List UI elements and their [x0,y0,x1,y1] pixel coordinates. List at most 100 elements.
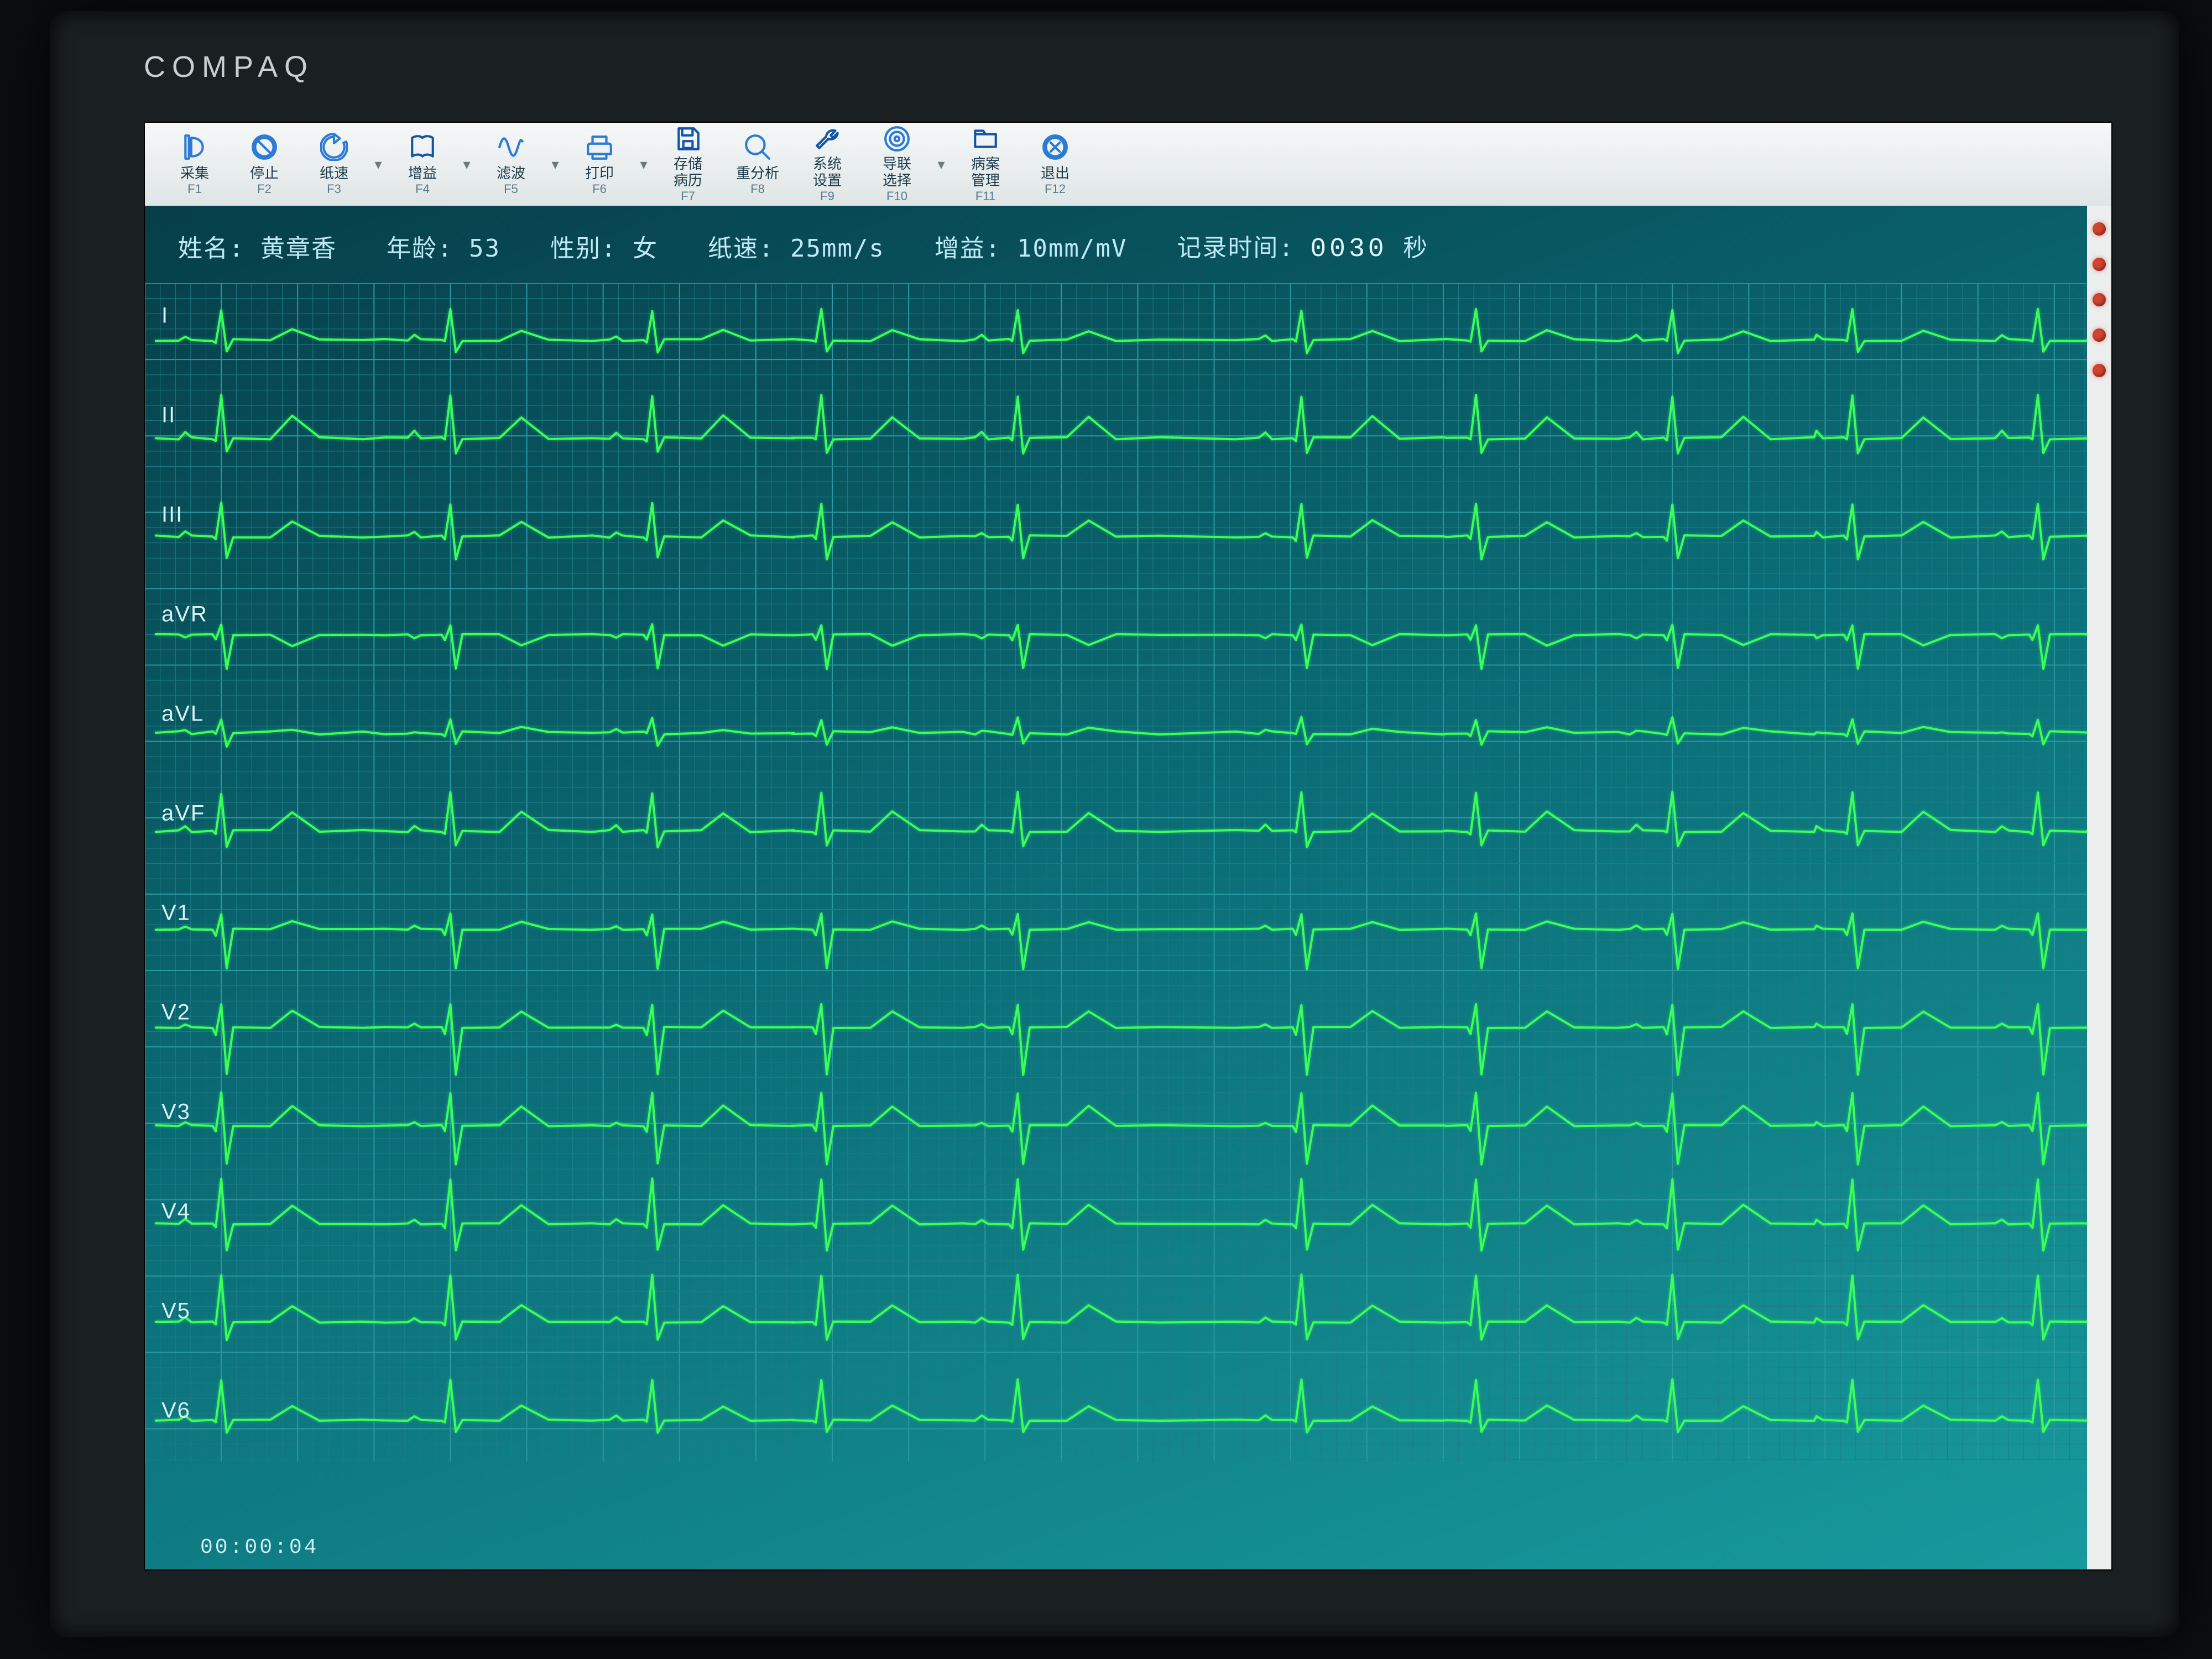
status-led [2093,328,2106,342]
speed-label: 纸速: [708,234,775,263]
ecg-trace-V5 [156,1275,2087,1340]
toolbar-label: 采集 [180,165,209,182]
ecg-trace-III [156,503,2087,560]
ecg-trace-II [156,395,2087,453]
lead-label-V3: V3 [161,1100,191,1125]
stop-icon [249,132,279,162]
wrench-icon [812,125,842,153]
sex-value: 女 [633,234,658,263]
toolbar-dropdown-caret[interactable]: ▾ [547,134,563,195]
wave-icon [496,132,526,162]
toolbar-print-button[interactable]: 打印F6 [566,131,633,197]
floppy-icon [673,125,703,153]
close-icon [1040,132,1070,162]
toolbar-save-button[interactable]: 存储病历F7 [655,131,721,197]
toolbar-label: 重分析 [736,165,779,182]
toolbar-casemgr-button[interactable]: 病案管理F11 [952,131,1019,197]
timecode: 00:00:04 [200,1536,319,1559]
toolbar-fkey: F11 [975,189,995,203]
monitor-bezel: COMPAQ 采集F1停止F2纸速F3▾增益F4▾滤波F5▾打印F6▾存储病历F… [50,11,2179,1637]
lead-label-II: II [161,403,176,428]
toolbar-leadsel-button[interactable]: 导联选择F10 [864,131,930,197]
toolbar-exit-button[interactable]: 退出F12 [1022,131,1088,197]
toolbar-label: 停止 [250,165,279,182]
magnify-icon [743,132,773,162]
lead-label-V6: V6 [161,1399,191,1423]
lead-label-I: I [161,304,169,328]
toolbar-label: 病案管理 [971,156,1000,189]
lead-label-aVF: aVF [161,801,205,826]
toolbar-acquire-button[interactable]: 采集F1 [161,131,228,197]
name-label: 姓名: [178,234,245,263]
toolbar-fkey: F9 [820,189,834,203]
ecg-trace-V3 [156,1092,2087,1164]
ecg-trace-V6 [156,1379,2087,1433]
ecg-trace-I [156,309,2087,353]
status-strip [2086,206,2111,1569]
toolbar-label: 存储病历 [674,156,702,189]
age-label: 年龄: [387,234,453,263]
main-toolbar: 采集F1停止F2纸速F3▾增益F4▾滤波F5▾打印F6▾存储病历F7重分析F8系… [145,123,2111,207]
toolbar-gain-button[interactable]: 增益F4 [389,131,456,197]
speed-field: 纸速: 25mm/s [708,228,885,264]
toolbar-dropdown-caret[interactable]: ▾ [933,134,949,195]
ecg-trace-V4 [156,1178,2087,1250]
toolbar-label: 增益 [408,165,437,182]
name-value: 黄章香 [260,234,337,263]
toolbar-stop-button[interactable]: 停止F2 [231,131,298,197]
ecg-trace-V1 [156,914,2087,969]
rec-value: 0030 [1310,234,1387,264]
cycle-icon [319,132,349,162]
lead-label-aVL: aVL [161,702,204,727]
toolbar-label: 退出 [1041,165,1070,182]
age-value: 53 [469,234,500,263]
toolbar-reanal-button[interactable]: 重分析F8 [724,131,791,197]
rec-unit: 秒 [1403,234,1428,262]
ecg-trace-aVR [156,624,2087,669]
lead-label-V2: V2 [161,1000,191,1025]
lead-label-V1: V1 [161,901,191,926]
toolbar-dropdown-caret[interactable]: ▾ [459,134,474,195]
monitor-brand: COMPAQ [144,50,314,84]
toolbar-fkey: F7 [681,189,695,203]
status-led [2093,293,2106,306]
toolbar-dropdown-caret[interactable]: ▾ [371,134,386,195]
lead-label-aVR: aVR [161,602,208,627]
toolbar-label: 系统设置 [813,156,842,189]
toolbar-fkey: F4 [415,182,430,196]
ecg-trace-V2 [156,1004,2087,1075]
toolbar-dropdown-caret[interactable]: ▾ [636,134,651,195]
toolbar-label: 打印 [585,165,614,182]
toolbar-fkey: F2 [257,182,272,196]
toolbar-fkey: F1 [187,182,202,196]
name-field: 姓名: 黄章香 [178,228,337,264]
toolbar-fkey: F6 [592,182,607,196]
ecg-trace-aVL [156,717,2087,747]
gain-label: 增益: [935,234,1001,263]
lead-label-V5: V5 [161,1299,191,1324]
toolbar-label: 滤波 [497,165,525,182]
toolbar-syscfg-button[interactable]: 系统设置F9 [794,131,860,197]
folder-icon [971,125,1000,153]
target-icon [882,125,912,153]
rec-label: 记录时间: [1177,234,1295,262]
lead-label-III: III [161,503,183,528]
toolbar-filter-button[interactable]: 滤波F5 [478,131,544,197]
toolbar-fkey: F12 [1045,182,1066,196]
toolbar-fkey: F3 [327,182,341,196]
status-led [2093,222,2106,236]
sex-label: 性别: [550,234,617,263]
speed-value: 25mm/s [790,234,885,263]
ecg-traces [145,283,2087,1462]
lead-label-V4: V4 [161,1199,191,1224]
ecg-trace-aVF [156,792,2087,848]
gain-field: 增益: 10mm/mV [935,228,1127,264]
patient-info-bar: 姓名: 黄章香 年龄: 53 性别: 女 纸速: 25mm/s [178,221,2054,271]
monitor-frame: COMPAQ 采集F1停止F2纸速F3▾增益F4▾滤波F5▾打印F6▾存储病历F… [0,0,2212,1659]
age-field: 年龄: 53 [387,228,500,264]
toolbar-fkey: F5 [504,182,518,196]
toolbar-fkey: F8 [750,182,765,196]
record-icon [180,132,210,162]
gain-value: 10mm/mV [1017,234,1127,263]
toolbar-paper-button[interactable]: 纸速F3 [301,131,367,197]
